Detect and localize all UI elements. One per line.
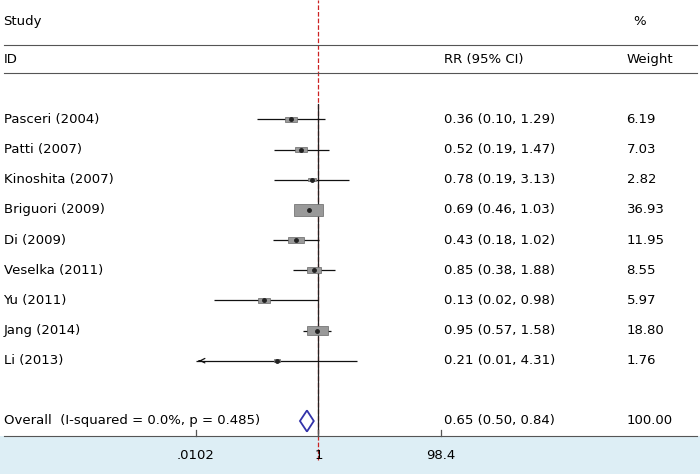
Text: 98.4: 98.4 [426,448,456,462]
Text: 0.65 (0.50, 0.84): 0.65 (0.50, 0.84) [444,414,555,428]
Text: Jang (2014): Jang (2014) [4,324,80,337]
Bar [295,147,307,152]
Text: 0.69 (0.46, 1.03): 0.69 (0.46, 1.03) [444,203,555,216]
Text: Briguori (2009): Briguori (2009) [4,203,104,216]
Text: 11.95: 11.95 [626,234,664,246]
Text: Pasceri (2004): Pasceri (2004) [4,113,99,126]
Text: 8.55: 8.55 [626,264,656,277]
Text: ID: ID [4,53,18,66]
Text: 0.21 (0.01, 4.31): 0.21 (0.01, 4.31) [444,354,556,367]
Text: 36.93: 36.93 [626,203,664,216]
Text: Kinoshita (2007): Kinoshita (2007) [4,173,113,186]
Text: 0.78 (0.19, 3.13): 0.78 (0.19, 3.13) [444,173,556,186]
Text: Veselka (2011): Veselka (2011) [4,264,103,277]
Bar [258,298,270,302]
Bar [308,178,316,181]
Text: Li (2013): Li (2013) [4,354,63,367]
Text: 1.76: 1.76 [626,354,656,367]
Text: 0.36 (0.10, 1.29): 0.36 (0.10, 1.29) [444,113,556,126]
Text: 6.19: 6.19 [626,113,656,126]
Text: 18.80: 18.80 [626,324,664,337]
Text: 2.82: 2.82 [626,173,656,186]
Text: 0.85 (0.38, 1.88): 0.85 (0.38, 1.88) [444,264,556,277]
Text: 0.13 (0.02, 0.98): 0.13 (0.02, 0.98) [444,294,556,307]
Text: Patti (2007): Patti (2007) [4,143,81,156]
Text: Overall  (I-squared = 0.0%, p = 0.485): Overall (I-squared = 0.0%, p = 0.485) [4,414,260,428]
Bar [294,204,323,216]
Text: 1: 1 [314,448,323,462]
Text: 0.52 (0.19, 1.47): 0.52 (0.19, 1.47) [444,143,556,156]
Bar [274,359,280,362]
Bar [288,237,304,243]
Text: RR (95% CI): RR (95% CI) [444,53,524,66]
Text: 100.00: 100.00 [626,414,673,428]
Text: Weight: Weight [626,53,673,66]
Text: 0.43 (0.18, 1.02): 0.43 (0.18, 1.02) [444,234,556,246]
Text: %: % [634,15,646,28]
Bar [0,436,700,474]
Text: Di (2009): Di (2009) [4,234,66,246]
Text: 7.03: 7.03 [626,143,656,156]
Bar [307,327,328,335]
Bar [307,267,321,273]
Bar [285,117,298,122]
Text: Yu (2011): Yu (2011) [4,294,67,307]
Text: 0.95 (0.57, 1.58): 0.95 (0.57, 1.58) [444,324,556,337]
Text: .0102: .0102 [177,448,215,462]
Text: 5.97: 5.97 [626,294,656,307]
Text: Study: Study [4,15,42,28]
